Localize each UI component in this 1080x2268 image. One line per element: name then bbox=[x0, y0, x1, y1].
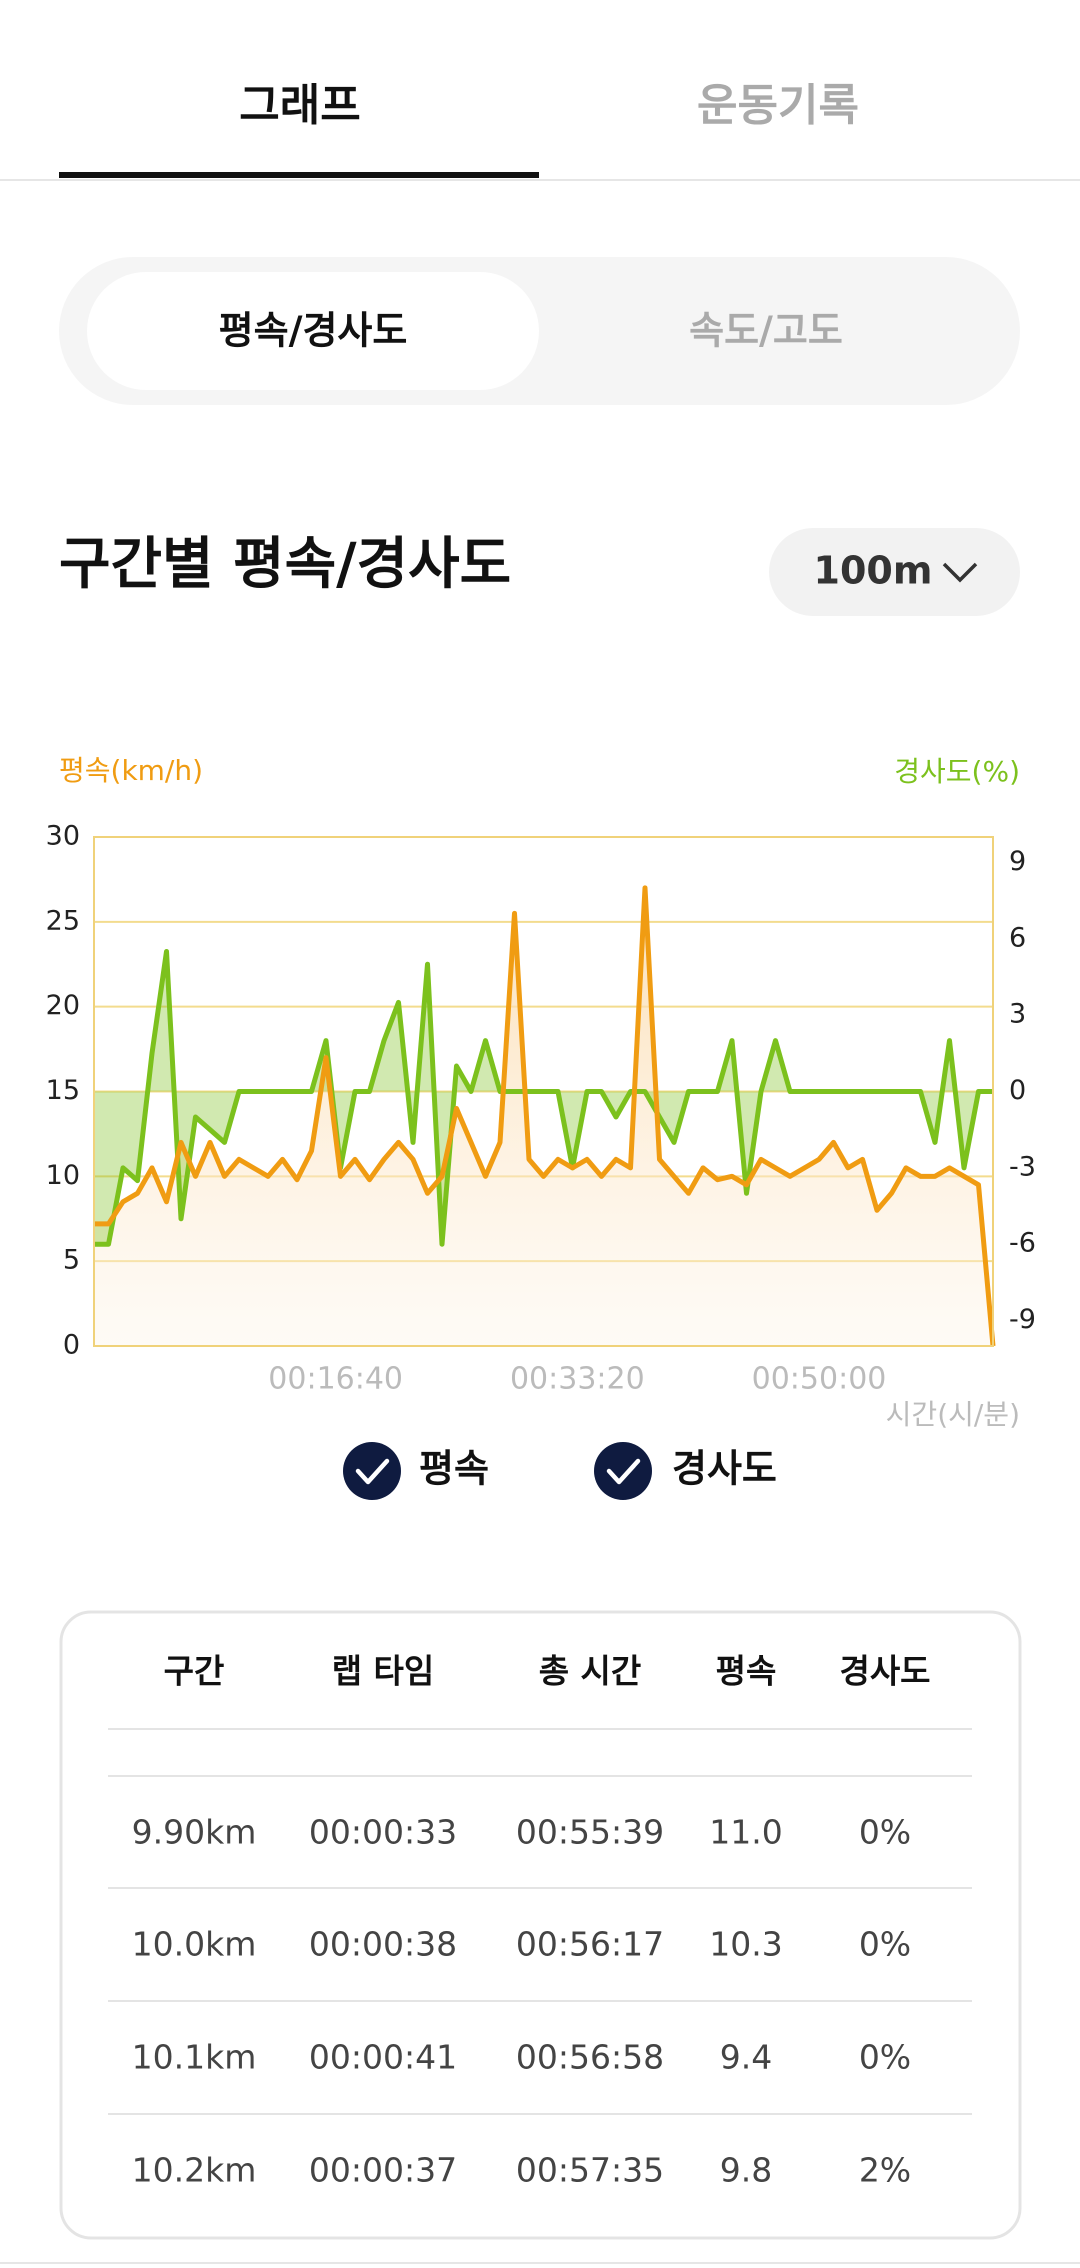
x-axis-label: 시간(시/분) bbox=[886, 1398, 1020, 1431]
table-header: 랩 타임 bbox=[332, 1652, 435, 1691]
legend-label[interactable]: 경사도 bbox=[672, 1447, 777, 1491]
chevron-icon bbox=[942, 562, 978, 583]
legend-check[interactable] bbox=[343, 1442, 401, 1500]
tab-indicator bbox=[59, 172, 539, 178]
check-icon bbox=[355, 1458, 390, 1485]
table-cell: 9.8 bbox=[720, 2151, 772, 2190]
y2-tick-label: 3 bbox=[1009, 999, 1026, 1030]
table-cell: 00:57:35 bbox=[516, 2151, 664, 2190]
table-cell: 00:56:58 bbox=[516, 2038, 664, 2077]
y2-tick-label: -9 bbox=[1009, 1304, 1036, 1335]
table-cell: 00:56:17 bbox=[516, 1925, 664, 1964]
y-tick-label: 15 bbox=[46, 1075, 80, 1106]
x-tick-label: 00:16:40 bbox=[268, 1362, 403, 1397]
y2-tick-label: 0 bbox=[1009, 1075, 1026, 1106]
y-tick-label: 10 bbox=[46, 1160, 80, 1191]
table-cell: 00:55:39 bbox=[516, 1813, 664, 1852]
y2-tick-label: 6 bbox=[1009, 922, 1026, 953]
legend-check[interactable] bbox=[594, 1442, 652, 1500]
table-cell: 00:00:37 bbox=[309, 2151, 457, 2190]
segment[interactable]: 속도/고도 bbox=[689, 309, 843, 353]
y2-axis-label: 경사도(%) bbox=[894, 755, 1020, 788]
y-tick-label: 5 bbox=[63, 1245, 80, 1276]
table-cell: 00:00:38 bbox=[309, 1925, 457, 1964]
tab[interactable]: 운동기록 bbox=[697, 80, 859, 131]
x-tick-label: 00:50:00 bbox=[752, 1362, 887, 1397]
y-tick-label: 20 bbox=[46, 990, 80, 1021]
y-axis-label: 평속(km/h) bbox=[59, 754, 203, 787]
dropdown[interactable] bbox=[769, 528, 1020, 616]
series-line bbox=[94, 885, 996, 1347]
y-tick-label: 30 bbox=[46, 821, 80, 852]
table-cell: 00:00:41 bbox=[309, 2038, 457, 2077]
table-cell: 10.0km bbox=[132, 1925, 257, 1964]
section-title: 구간별 평속/경사도 bbox=[59, 532, 511, 597]
table-cell: 00:00:33 bbox=[309, 1813, 457, 1852]
y-tick-label: 25 bbox=[46, 905, 80, 936]
segment[interactable]: 평속/경사도 bbox=[219, 309, 408, 353]
legend-label[interactable]: 평속 bbox=[419, 1447, 489, 1491]
table-cell: 9.90km bbox=[132, 1813, 257, 1852]
check-icon bbox=[606, 1458, 641, 1485]
table-cell: 10.2km bbox=[132, 2151, 257, 2190]
dropdown-label[interactable]: 100m bbox=[814, 549, 933, 593]
y2-tick-label: -3 bbox=[1009, 1151, 1036, 1182]
table-cell: 0% bbox=[859, 1925, 911, 1964]
table-header: 구간 bbox=[164, 1652, 225, 1691]
bottom-divider bbox=[0, 2262, 1080, 2264]
table-cell: 10.1km bbox=[132, 2038, 257, 2077]
tab[interactable]: 그래프 bbox=[239, 80, 360, 131]
table-cell: 9.4 bbox=[720, 2038, 772, 2077]
table-header: 총 시간 bbox=[539, 1652, 642, 1691]
table-cell: 2% bbox=[859, 2151, 911, 2190]
series-area bbox=[94, 887, 993, 1346]
table-cell: 10.3 bbox=[709, 1925, 782, 1964]
table-card bbox=[59, 1610, 1022, 2240]
table-cell: 0% bbox=[859, 2038, 911, 2077]
table-header: 경사도 bbox=[839, 1652, 930, 1691]
y2-tick-label: -6 bbox=[1009, 1228, 1036, 1259]
y-tick-label: 0 bbox=[63, 1330, 80, 1361]
plot-frame bbox=[93, 836, 994, 1347]
series-line bbox=[94, 949, 993, 1247]
tab-divider bbox=[0, 179, 1080, 181]
y2-tick-label: 9 bbox=[1009, 846, 1026, 877]
table-cell: 0% bbox=[859, 1813, 911, 1852]
x-tick-label: 00:33:20 bbox=[510, 1362, 645, 1397]
segment-selected[interactable] bbox=[87, 272, 539, 390]
table-cell: 11.0 bbox=[709, 1813, 782, 1852]
table-header: 평속 bbox=[716, 1652, 777, 1691]
